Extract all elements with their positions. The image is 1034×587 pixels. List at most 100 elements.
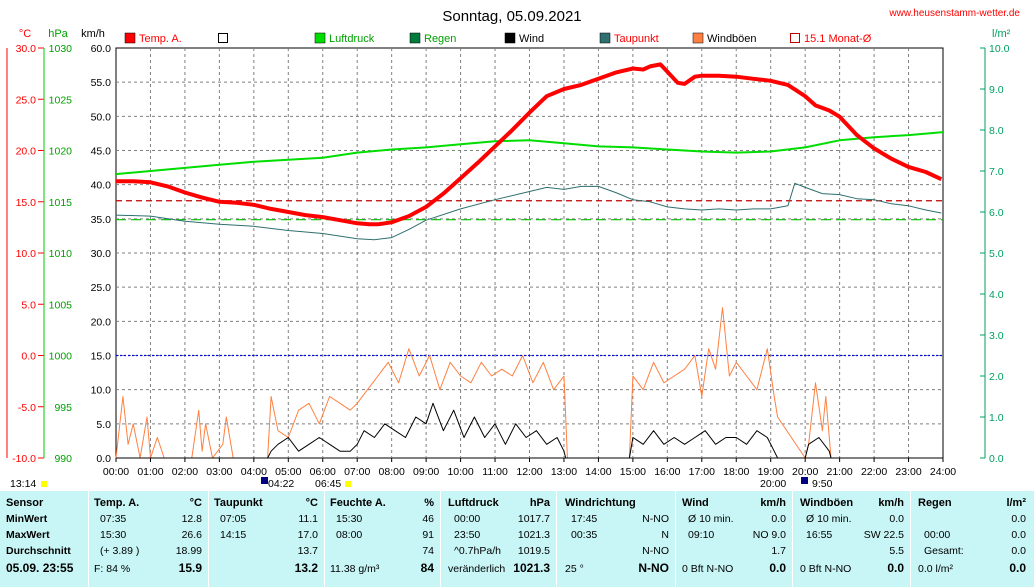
wind-tick-label: 0.0 bbox=[96, 453, 111, 465]
press-unit: hPa bbox=[529, 497, 550, 509]
rain-tick-label: 8.0 bbox=[989, 125, 1004, 137]
rain-cell-label: 00:00 bbox=[924, 529, 951, 541]
rain-tick-label: 9.0 bbox=[989, 84, 1004, 96]
temp-cell-label: F: 84 % bbox=[94, 563, 131, 575]
wind-unit: km/h bbox=[760, 497, 786, 509]
rain-tick-label: 7.0 bbox=[989, 166, 1004, 178]
dir-cell-label: 00:35 bbox=[571, 529, 598, 541]
rain-unit-label: l/m² bbox=[992, 28, 1011, 40]
x-tick-label: 02:00 bbox=[172, 466, 198, 478]
legend-label: Luftdruck bbox=[329, 33, 375, 45]
hum-cell-label: 08:00 bbox=[336, 529, 363, 541]
press-cell-label: 23:50 bbox=[454, 529, 481, 541]
temp-unit-label: °C bbox=[19, 28, 31, 40]
chart-title: Sonntag, 05.09.2021 bbox=[442, 8, 581, 25]
dir-cell-label: 25 ° bbox=[565, 563, 584, 575]
wind-cell-value: 0.0 bbox=[769, 561, 786, 575]
temp-tick-label: -5.0 bbox=[18, 402, 36, 414]
hum-cell-label: 15:30 bbox=[336, 513, 363, 525]
x-tick-label: 19:00 bbox=[758, 466, 784, 478]
dew-cell-value: 11.1 bbox=[298, 513, 318, 525]
wind-tick-label: 15.0 bbox=[91, 351, 112, 363]
sunrise-marker-icon bbox=[261, 477, 268, 484]
press-cell-value: 1021.3 bbox=[513, 561, 550, 575]
series-temp-a bbox=[116, 62, 943, 227]
wind-tick-label: 10.0 bbox=[91, 385, 112, 397]
time-markers: 13:14 04:22 06:45 20:00 9:50 bbox=[10, 477, 833, 490]
x-tick-label: 22:00 bbox=[861, 466, 887, 478]
col-gust: Windböen km/h Ø 10 min. 0.0 16:55 SW 22.5 5.5 0… bbox=[796, 491, 908, 587]
temp-tick-label: -10.0 bbox=[12, 453, 36, 465]
hum-cell-value: 74 bbox=[422, 545, 434, 557]
dir-cell-label: 17:45 bbox=[571, 513, 598, 525]
gust-unit: km/h bbox=[878, 497, 904, 509]
wind-cell-value: 1.7 bbox=[771, 545, 786, 557]
temp-cell-label: 15:30 bbox=[100, 529, 127, 541]
pressure-tick-label: 990 bbox=[54, 453, 72, 465]
pressure-tick-label: 1020 bbox=[49, 146, 73, 158]
rain-header: Regen bbox=[918, 497, 952, 509]
dew-unit: °C bbox=[305, 497, 318, 509]
chart-plot-area bbox=[115, 62, 944, 459]
x-tick-label: 18:00 bbox=[723, 466, 749, 478]
sensor-header: Sensor bbox=[6, 497, 44, 509]
sunset-marker-icon bbox=[801, 477, 808, 484]
gust-cell-label: Ø 10 min. bbox=[806, 513, 852, 525]
time-marker-d: 9:50 bbox=[812, 478, 833, 490]
temp-tick-label: 5.0 bbox=[21, 299, 36, 311]
x-tick-label: 17:00 bbox=[689, 466, 715, 478]
wind-cell-label: 0 Bft N-NO bbox=[682, 563, 734, 575]
pressure-tick-label: 1010 bbox=[49, 248, 73, 260]
dir-cell-value: N-NO bbox=[642, 513, 669, 525]
dew-cell-value: 13.2 bbox=[294, 561, 318, 575]
pressure-tick-label: 995 bbox=[54, 402, 72, 414]
row-label-current: 05.09. 23:55 bbox=[6, 561, 74, 575]
x-tick-label: 16:00 bbox=[654, 466, 680, 478]
hum-cell-value: 46 bbox=[422, 513, 434, 525]
x-tick-label: 01:00 bbox=[137, 466, 163, 478]
pressure-tick-label: 1025 bbox=[49, 94, 73, 106]
gust-cell-value: 5.5 bbox=[889, 545, 904, 557]
wind-tick-label: 5.0 bbox=[96, 419, 111, 431]
temp-cell-value: 26.6 bbox=[181, 529, 202, 541]
dew-header: Taupunkt bbox=[214, 497, 263, 509]
temp-tick-label: 20.0 bbox=[16, 146, 37, 158]
x-tick-label: 23:00 bbox=[895, 466, 921, 478]
temp-cell-label: 07:35 bbox=[100, 513, 127, 525]
press-cell-label: ^0.7hPa/h bbox=[454, 545, 501, 557]
legend-label: Wind bbox=[519, 33, 544, 45]
website-link[interactable]: www.heusenstamm-wetter.de bbox=[888, 8, 1020, 19]
series-taupunkt bbox=[115, 182, 942, 241]
hum-cell-label: 11.38 g/m³ bbox=[330, 563, 380, 575]
legend-swatch bbox=[790, 33, 800, 43]
x-tick-label: 10:00 bbox=[447, 466, 473, 478]
time-marker-a: 04:22 bbox=[268, 478, 294, 490]
wind-tick-label: 30.0 bbox=[91, 248, 112, 260]
press-cell-value: 1019.5 bbox=[517, 545, 550, 557]
rain-tick-label: 6.0 bbox=[989, 207, 1004, 219]
time-marker-b: 06:45 bbox=[315, 478, 341, 490]
x-tick-label: 04:00 bbox=[241, 466, 267, 478]
press-cell-value: 1021.3 bbox=[517, 529, 550, 541]
legend-swatch bbox=[218, 33, 228, 43]
series-windböen bbox=[115, 307, 943, 459]
press-cell-label: veränderlich bbox=[448, 563, 506, 575]
col-dew: Taupunkt °C 07:05 11.1 14:15 17.0 13.7 13.2 bbox=[210, 491, 322, 587]
wind-tick-label: 40.0 bbox=[91, 180, 112, 192]
x-tick-label: 14:00 bbox=[585, 466, 611, 478]
press-cell-label: 00:00 bbox=[454, 513, 481, 525]
temp-cell-value: 12.8 bbox=[181, 513, 202, 525]
temp-tick-label: 10.0 bbox=[16, 248, 37, 260]
wind-tick-label: 60.0 bbox=[91, 43, 112, 55]
rain-cell-value: 0.0 bbox=[1011, 545, 1026, 557]
wind-header: Wind bbox=[682, 497, 709, 509]
hum-cell-value: 91 bbox=[422, 529, 434, 541]
legend-swatch bbox=[409, 32, 421, 44]
press-cell-value: 1017.7 bbox=[517, 513, 550, 525]
row-label-min: MinWert bbox=[6, 513, 48, 525]
rain-unit: l/m² bbox=[1006, 497, 1026, 509]
series-luftdruck bbox=[115, 131, 944, 176]
col-wind: Wind km/h Ø 10 min. 0.0 09:10 NO 9.0 1.7 0 Bft … bbox=[678, 491, 790, 587]
pressure-tick-label: 1000 bbox=[49, 351, 73, 363]
hum-unit: % bbox=[424, 497, 434, 509]
